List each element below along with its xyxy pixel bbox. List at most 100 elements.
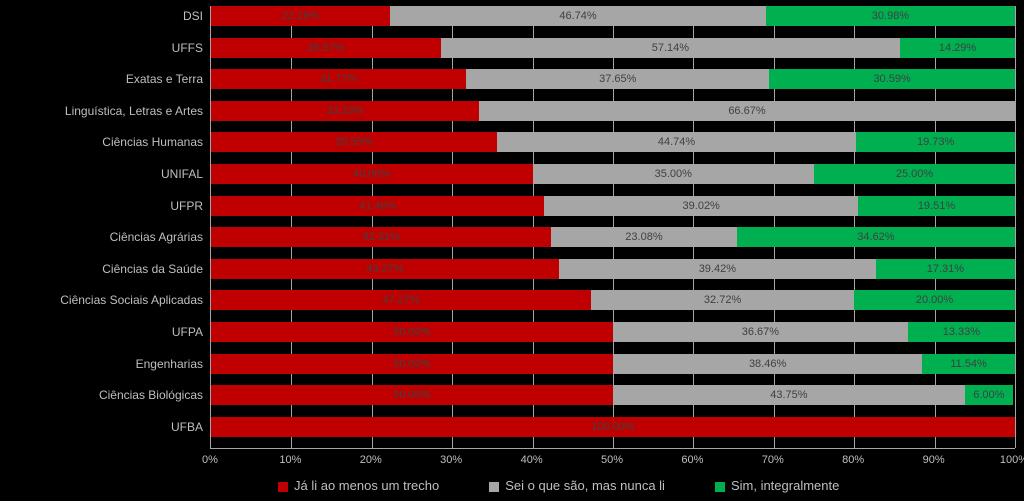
bar-segment: 36.67% (613, 322, 908, 342)
value-label: 41.46% (359, 200, 396, 212)
bar-segment: 47.27% (211, 290, 591, 310)
bar-segment: 41.46% (211, 196, 544, 216)
bar-segment: 19.73% (856, 132, 1015, 152)
value-label: 20.00% (916, 294, 953, 306)
value-label: 42.31% (362, 231, 399, 243)
bar-row: Ciências da Saúde43.27%39.42%17.31% (211, 259, 1015, 279)
bar-segment: 100.00% (211, 417, 1015, 437)
value-label: 6.00% (973, 389, 1004, 401)
x-tick-label: 90% (923, 454, 945, 466)
value-label: 43.75% (770, 389, 807, 401)
bar-segment: 40.00% (211, 164, 533, 184)
value-label: 19.73% (917, 136, 954, 148)
value-label: 39.42% (699, 263, 736, 275)
legend: Já li ao menos um trecho Sei o que são, m… (278, 478, 839, 493)
value-label: 43.27% (366, 263, 403, 275)
value-label: 11.54% (950, 358, 987, 370)
gridline (1015, 6, 1016, 448)
x-tick-label: 70% (762, 454, 784, 466)
category-label: Ciências da Saúde (102, 262, 211, 276)
category-label: UFBA (171, 420, 211, 434)
bar-segment: 50.00% (211, 385, 613, 405)
bar-row: UFPR41.46%39.02%19.51% (211, 196, 1015, 216)
bar-segment: 20.00% (854, 290, 1015, 310)
bar-segment: 30.98% (766, 6, 1015, 26)
category-label: Ciências Sociais Aplicadas (60, 293, 211, 307)
bar-segment: 38.46% (613, 354, 922, 374)
bar-segment: 28.57% (211, 38, 441, 58)
category-label: UFPR (170, 199, 211, 213)
bar-row: Exatas e Terra31.77%37.65%30.59% (211, 69, 1015, 89)
x-tick-label: 50% (601, 454, 623, 466)
value-label: 28.57% (307, 42, 344, 54)
value-label: 100.00% (591, 421, 634, 433)
value-label: 34.62% (857, 231, 894, 243)
value-label: 40.00% (353, 168, 390, 180)
legend-item: Sei o que são, mas nunca li (489, 478, 665, 493)
category-label: UNIFAL (161, 167, 211, 181)
bar-segment: 42.31% (211, 227, 551, 247)
bar-segment: 35.00% (533, 164, 814, 184)
bar-row: Engenharias50.00%38.46%11.54% (211, 354, 1015, 374)
bar-row: UNIFAL40.00%35.00%25.00% (211, 164, 1015, 184)
value-label: 22.28% (282, 10, 319, 22)
value-label: 31.77% (320, 73, 357, 85)
value-label: 32.72% (704, 294, 741, 306)
value-label: 17.31% (927, 263, 964, 275)
x-tick-label: 80% (842, 454, 864, 466)
value-label: 50.00% (393, 358, 430, 370)
category-label: Ciências Humanas (102, 135, 211, 149)
legend-item: Já li ao menos um trecho (278, 478, 439, 493)
bar-segment: 37.65% (466, 69, 769, 89)
value-label: 13.33% (943, 326, 980, 338)
category-label: DSI (183, 9, 211, 23)
bar-row: Linguística, Letras e Artes33.33%66.67% (211, 101, 1015, 121)
bar-segment: 46.74% (390, 6, 766, 26)
value-label: 50.00% (393, 326, 430, 338)
plot-area: DSI22.28%46.74%30.98%UFFS28.57%57.14%14.… (210, 6, 1015, 449)
value-label: 25.00% (896, 168, 933, 180)
bar-segment: 39.02% (544, 196, 858, 216)
category-label: Linguística, Letras e Artes (65, 104, 211, 118)
bar-segment: 43.75% (613, 385, 965, 405)
bar-segment: 44.74% (497, 132, 857, 152)
category-label: Exatas e Terra (126, 72, 211, 86)
bar-segment: 35.53% (211, 132, 497, 152)
bar-row: Ciências Biológicas50.00%43.75%6.00% (211, 385, 1015, 405)
value-label: 66.67% (728, 105, 765, 117)
value-label: 57.14% (652, 42, 689, 54)
value-label: 33.33% (326, 105, 363, 117)
x-tick-label: 40% (521, 454, 543, 466)
bar-row: UFFS28.57%57.14%14.29% (211, 38, 1015, 58)
bar-segment: 19.51% (858, 196, 1015, 216)
value-label: 44.74% (658, 136, 695, 148)
value-label: 19.51% (918, 200, 955, 212)
legend-swatch (489, 482, 499, 492)
bar-segment: 22.28% (211, 6, 390, 26)
bar-row: UFPA50.00%36.67%13.33% (211, 322, 1015, 342)
category-label: Ciências Biológicas (99, 388, 211, 402)
category-label: UFFS (172, 41, 211, 55)
category-label: Ciências Agrárias (110, 230, 211, 244)
bar-segment: 57.14% (441, 38, 900, 58)
bar-segment: 50.00% (211, 322, 613, 342)
bar-segment: 6.00% (965, 385, 1013, 405)
value-label: 35.00% (655, 168, 692, 180)
legend-item: Sim, integralmente (715, 478, 839, 493)
legend-swatch (715, 482, 725, 492)
value-label: 39.02% (683, 200, 720, 212)
value-label: 23.08% (625, 231, 662, 243)
category-label: UFPA (172, 325, 211, 339)
bar-segment: 43.27% (211, 259, 559, 279)
value-label: 14.29% (939, 42, 976, 54)
value-label: 35.53% (335, 136, 372, 148)
bar-row: UFBA100.00% (211, 417, 1015, 437)
x-tick-label: 0% (202, 454, 218, 466)
bar-segment: 17.31% (876, 259, 1015, 279)
x-tick-label: 30% (440, 454, 462, 466)
value-label: 30.98% (872, 10, 909, 22)
bar-segment: 31.77% (211, 69, 466, 89)
bar-segment: 39.42% (559, 259, 876, 279)
legend-swatch (278, 482, 288, 492)
bar-segment: 11.54% (922, 354, 1015, 374)
